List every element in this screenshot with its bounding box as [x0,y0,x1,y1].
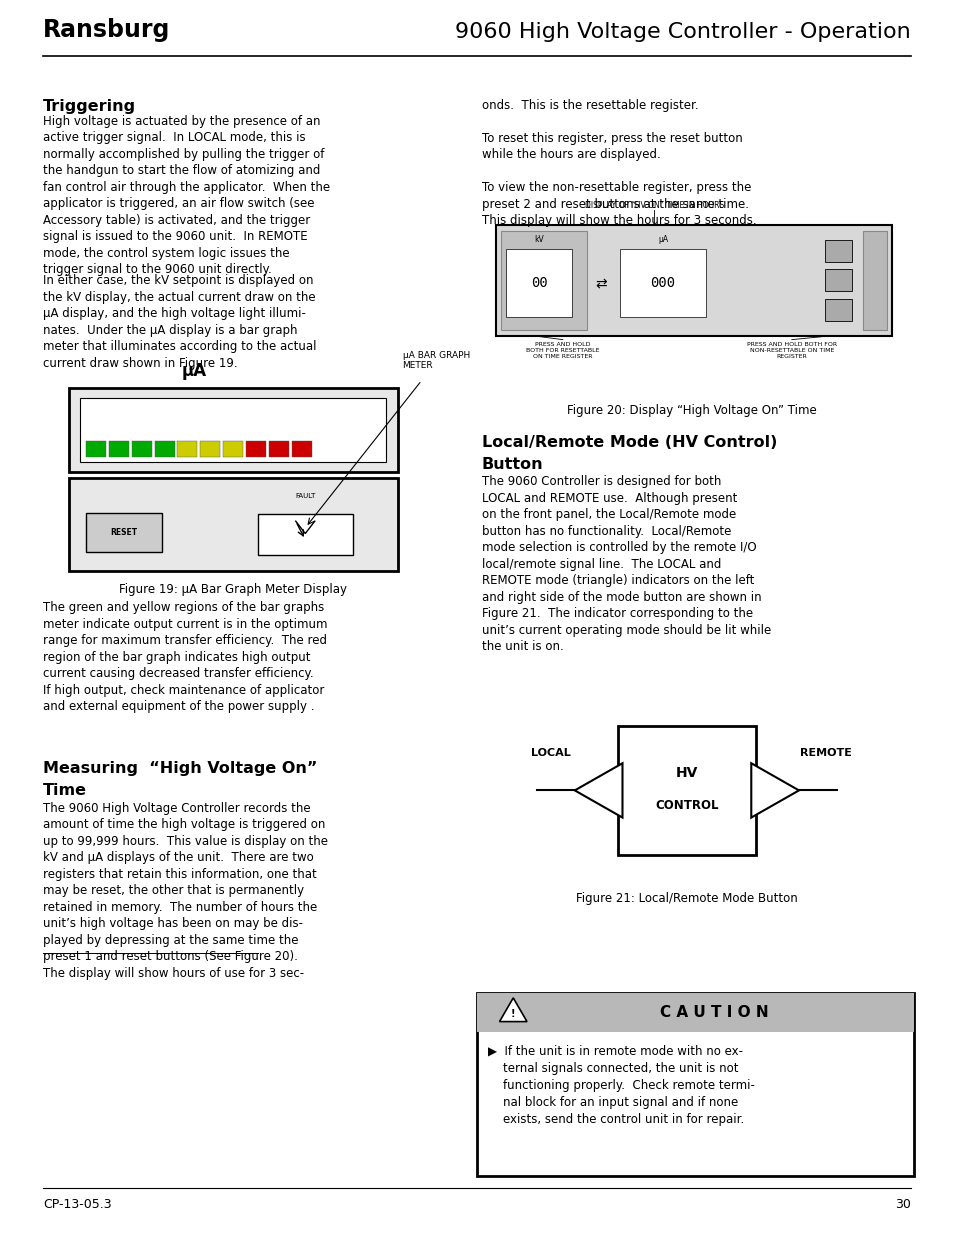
Text: The green and yellow regions of the bar graphs
meter indicate output current is : The green and yellow regions of the bar … [43,601,327,714]
Text: The 9060 High Voltage Controller records the
amount of time the high voltage is : The 9060 High Voltage Controller records… [43,802,328,979]
Text: C A U T I O N: C A U T I O N [659,1005,768,1020]
Text: The 9060 Controller is designed for both
LOCAL and REMOTE use.  Although present: The 9060 Controller is designed for both… [481,475,770,653]
Text: CP-13-05.3: CP-13-05.3 [43,1198,112,1212]
FancyBboxPatch shape [86,513,162,552]
Text: ▶  If the unit is in remote mode with no ex-
    ternal signals connected, the u: ▶ If the unit is in remote mode with no … [488,1045,755,1126]
Text: Ransburg: Ransburg [43,19,171,42]
Polygon shape [499,998,526,1021]
Text: Triggering: Triggering [43,99,136,114]
Text: Figure 19: μA Bar Graph Meter Display: Figure 19: μA Bar Graph Meter Display [119,583,347,597]
FancyBboxPatch shape [824,269,851,291]
Text: Local/Remote Mode (HV Control): Local/Remote Mode (HV Control) [481,435,777,450]
Text: !: ! [511,1009,515,1019]
Text: Button: Button [481,457,543,472]
FancyBboxPatch shape [618,726,755,855]
FancyBboxPatch shape [476,993,913,1176]
Text: Figure 21: Local/Remote Mode Button: Figure 21: Local/Remote Mode Button [576,892,797,905]
FancyBboxPatch shape [824,240,851,262]
FancyBboxPatch shape [496,225,891,336]
Bar [223,441,243,457]
Text: μA: μA [181,362,206,380]
FancyBboxPatch shape [69,478,397,571]
Text: μA: μA [658,235,667,243]
Text: Measuring  “High Voltage On”: Measuring “High Voltage On” [43,761,317,776]
FancyBboxPatch shape [824,299,851,321]
Text: FAULT: FAULT [294,493,315,499]
Bar [132,441,152,457]
Text: μA BAR GRAPH
METER: μA BAR GRAPH METER [402,351,469,370]
FancyBboxPatch shape [80,398,386,462]
Text: PRESS AND HOLD BOTH FOR
NON-RESETTABLE ON TIME
REGISTER: PRESS AND HOLD BOTH FOR NON-RESETTABLE O… [746,342,836,358]
FancyBboxPatch shape [69,388,397,472]
FancyBboxPatch shape [505,249,572,317]
Text: kV: kV [534,235,543,243]
Text: HV: HV [675,766,698,781]
Text: PRESS AND HOLD
BOTH FOR RESETTABLE
ON TIME REGISTER: PRESS AND HOLD BOTH FOR RESETTABLE ON TI… [525,342,599,358]
Bar [177,441,197,457]
Text: 000: 000 [650,275,675,290]
Text: 30: 30 [894,1198,910,1212]
Bar [86,441,106,457]
FancyBboxPatch shape [257,514,353,555]
Text: Time: Time [43,783,87,798]
Text: onds.  This is the resettable register.

To reset this register, press the reset: onds. This is the resettable register. T… [481,99,756,227]
Text: LOCAL: LOCAL [531,748,570,758]
Text: In either case, the kV setpoint is displayed on
the kV display, the actual curre: In either case, the kV setpoint is displ… [43,274,316,369]
Text: RESET: RESET [111,527,137,537]
Text: DISPLAY OF “HV ON” TIME IN HOURS: DISPLAY OF “HV ON” TIME IN HOURS [584,201,723,210]
Text: 9060 High Voltage Controller - Operation: 9060 High Voltage Controller - Operation [455,22,910,42]
Text: REMOTE: REMOTE [799,748,851,758]
Bar [109,441,129,457]
Bar [246,441,266,457]
Text: High voltage is actuated by the presence of an
active trigger signal.  In LOCAL : High voltage is actuated by the presence… [43,115,330,277]
Text: 00: 00 [530,275,547,290]
Bar [200,441,220,457]
FancyBboxPatch shape [862,231,886,330]
Bar [476,993,913,1032]
Bar [154,441,174,457]
Polygon shape [750,763,798,818]
Text: Figure 20: Display “High Voltage On” Time: Figure 20: Display “High Voltage On” Tim… [566,404,816,417]
FancyBboxPatch shape [619,249,705,317]
Bar [269,441,289,457]
Bar [292,441,312,457]
Text: CONTROL: CONTROL [655,799,718,811]
Polygon shape [574,763,621,818]
FancyBboxPatch shape [500,231,586,330]
Text: ⇄: ⇄ [595,277,606,291]
